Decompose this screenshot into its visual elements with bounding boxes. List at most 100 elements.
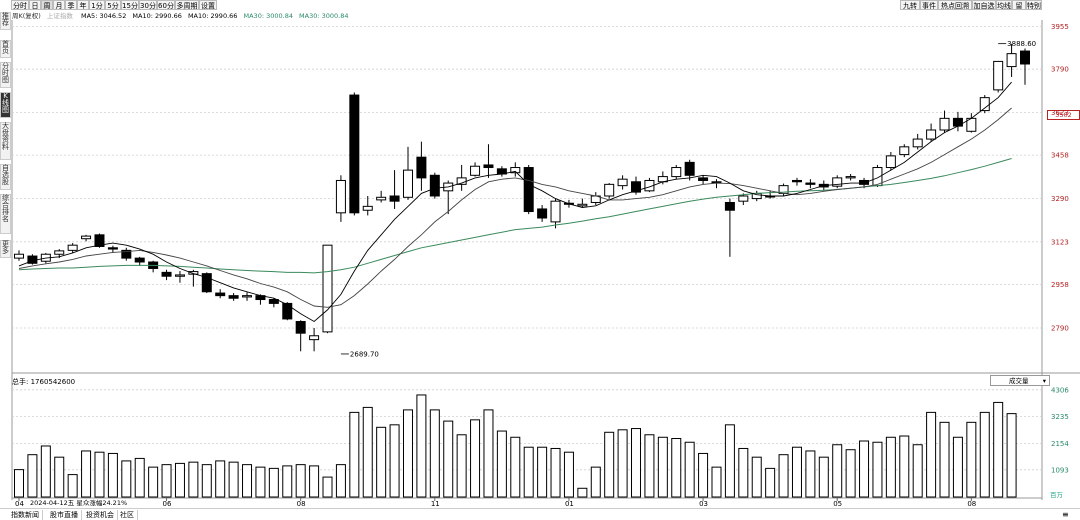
- period-tab-1[interactable]: 日: [29, 0, 41, 10]
- candle-body-22: [309, 335, 320, 341]
- tool-tab-6[interactable]: 特别: [1026, 0, 1042, 10]
- chart-name[interactable]: 周K(复权): [12, 12, 41, 20]
- volume-bar-70: [952, 436, 963, 498]
- candle-body-50: [684, 161, 695, 176]
- period-tab-9[interactable]: 30分: [139, 0, 157, 10]
- indicator-select-label: 成交量: [1009, 377, 1029, 385]
- volume-bar-12: [174, 462, 185, 498]
- volume-bar-17: [242, 464, 253, 498]
- candle-body-21: [295, 321, 306, 334]
- menu-icon[interactable]: ≡: [1062, 510, 1069, 519]
- candle-body-74: [1006, 53, 1017, 68]
- candle-body-69: [939, 117, 950, 131]
- tool-tab-5[interactable]: 留: [1012, 0, 1026, 10]
- volume-bar-55: [751, 456, 762, 498]
- ma-info-bar: 周K(复权) 上证指数 MA5: 3046.52 MA10: 2990.66 M…: [12, 11, 349, 21]
- bottom-tab-bar: ≡ 指数新闻 股市直播 投资机会 社区: [0, 508, 1080, 520]
- volume-bar-6: [94, 451, 105, 498]
- sidebar-item-2[interactable]: 分时图: [0, 62, 11, 88]
- period-tab-10[interactable]: 60分: [157, 0, 175, 10]
- sidebar-item-3[interactable]: K线图: [0, 92, 11, 118]
- candle-body-30: [416, 156, 427, 179]
- volume-bar-3: [54, 456, 65, 498]
- volume-bar-44: [604, 431, 615, 498]
- sidebar-item-7[interactable]: 更多: [0, 240, 11, 258]
- candle-body-24: [335, 179, 346, 214]
- candle-body-61: [832, 177, 843, 187]
- volume-bar-66: [899, 435, 910, 498]
- volume-bar-35: [483, 409, 494, 498]
- date-tooltip: 2024-04-12五 星众涨幅24.21%: [30, 499, 128, 507]
- candle-body-75: [1020, 50, 1030, 65]
- bottom-tab-2[interactable]: 投资机会: [83, 510, 118, 520]
- volume-bar-21: [295, 464, 306, 498]
- volume-bar-30: [416, 394, 427, 498]
- sidebar-item-5[interactable]: 自选股: [0, 164, 11, 190]
- sidebar-item-4[interactable]: 大盘资料: [0, 122, 11, 160]
- tool-tab-3[interactable]: 加自选: [972, 0, 996, 10]
- ma5-value: MA5: 3046.52: [81, 12, 127, 20]
- volume-bar-43: [590, 466, 601, 498]
- candle-body-46: [631, 181, 642, 193]
- period-tab-12[interactable]: 设置: [199, 0, 217, 10]
- volume-bar-37: [510, 436, 521, 498]
- tool-tab-2[interactable]: 热点回溯: [938, 0, 972, 10]
- candle-body-58: [791, 179, 802, 183]
- volume-bar-50: [684, 441, 695, 498]
- volume-tick-2: 3235: [1051, 413, 1069, 421]
- volume-tick-3: 4306: [1051, 386, 1069, 394]
- indicator-select[interactable]: 成交量 ▾: [990, 375, 1050, 386]
- period-tab-11[interactable]: 多周期: [175, 0, 199, 10]
- sidebar-item-6[interactable]: 综合排名: [0, 194, 11, 234]
- x-tick-7: 08: [967, 500, 976, 508]
- volume-bar-8: [121, 460, 132, 498]
- volume-bar-60: [818, 456, 829, 498]
- candle-body-39: [537, 208, 548, 219]
- bottom-tab-3[interactable]: 社区: [117, 510, 138, 520]
- volume-bar-53: [724, 424, 735, 498]
- period-tab-4[interactable]: 季: [65, 0, 77, 10]
- tool-tab-1[interactable]: 事件: [920, 0, 938, 10]
- candle-body-0: [14, 253, 24, 259]
- volume-bar-59: [805, 450, 816, 498]
- x-tick-2: 08: [297, 500, 306, 508]
- period-tab-3[interactable]: 月: [53, 0, 65, 10]
- x-tick-5: 03: [699, 500, 708, 508]
- volume-bar-41: [563, 451, 574, 498]
- tool-tab-4[interactable]: 均线: [996, 0, 1012, 10]
- candle-body-26: [362, 205, 373, 211]
- current-price-box: 3502: [1047, 110, 1080, 120]
- period-tab-2[interactable]: 周: [41, 0, 53, 10]
- volume-bar-5: [81, 450, 92, 498]
- period-tab-5[interactable]: 年: [77, 0, 89, 10]
- tool-tab-0[interactable]: 九转: [900, 0, 920, 10]
- volume-bar-26: [362, 406, 373, 498]
- period-tab-7[interactable]: 5分: [105, 0, 121, 10]
- candle-body-37: [510, 167, 521, 174]
- volume-bar-46: [631, 428, 642, 498]
- volume-bar-38: [523, 446, 534, 498]
- price-tick-5: 3623: [1051, 109, 1069, 117]
- candle-body-3: [54, 250, 65, 255]
- volume-bar-1: [27, 454, 38, 498]
- period-tab-8[interactable]: 15分: [121, 0, 139, 10]
- candle-body-4: [67, 244, 78, 251]
- sidebar-item-1[interactable]: 首页: [0, 40, 11, 58]
- candle-body-70: [952, 117, 963, 127]
- candle-body-11: [161, 271, 172, 277]
- period-tab-6[interactable]: 1分: [89, 0, 105, 10]
- price-tick-6: 3790: [1051, 66, 1069, 74]
- period-tab-0[interactable]: 分时: [11, 0, 29, 10]
- volume-bar-52: [711, 466, 722, 498]
- bottom-tab-1[interactable]: 股市直播: [47, 510, 82, 520]
- volume-tick-0: 1093: [1051, 466, 1069, 474]
- sidebar-item-0[interactable]: 推荐: [0, 12, 11, 30]
- volume-bar-14: [201, 464, 212, 498]
- volume-bar-22: [309, 465, 320, 498]
- volume-bar-40: [550, 447, 561, 498]
- candle-body-63: [859, 179, 870, 185]
- bottom-tab-0[interactable]: 指数新闻: [8, 510, 43, 520]
- volume-bar-62: [845, 449, 856, 498]
- price-tick-2: 3123: [1051, 238, 1069, 246]
